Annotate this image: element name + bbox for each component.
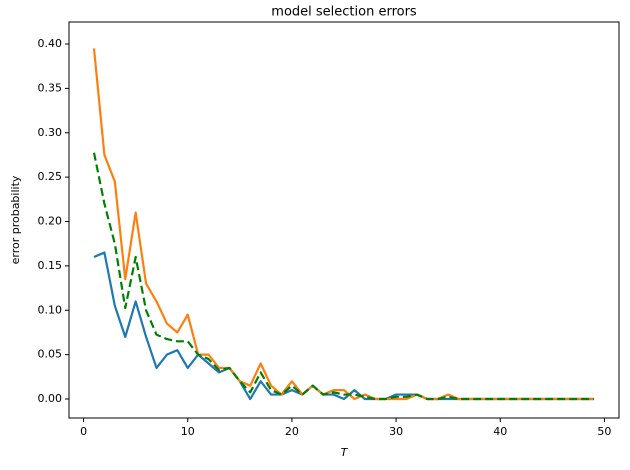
y-tick-label: 0.15 — [38, 259, 63, 272]
y-tick-label: 0.10 — [38, 303, 63, 316]
y-tick-label: 0.25 — [38, 170, 63, 183]
x-tick-label: 50 — [597, 425, 611, 438]
x-tick-label: 0 — [80, 425, 87, 438]
y-tick-label: 0.30 — [38, 126, 63, 139]
y-tick-label: 0.05 — [38, 348, 63, 361]
x-tick-label: 30 — [389, 425, 403, 438]
y-tick-label: 0.00 — [38, 392, 63, 405]
y-tick-label: 0.20 — [38, 215, 63, 228]
x-tick-label: 40 — [493, 425, 507, 438]
x-axis-label: T — [341, 446, 349, 459]
y-axis-label: error probability — [9, 175, 22, 264]
y-tick-label: 0.40 — [38, 37, 63, 50]
line-series — [92, 48, 594, 401]
chart-title: model selection errors — [271, 5, 417, 20]
line-series — [92, 152, 594, 401]
plot-frame — [68, 21, 620, 419]
x-tick-label: 10 — [181, 425, 195, 438]
y-tick-label: 0.35 — [38, 81, 63, 94]
x-tick-label: 20 — [285, 425, 299, 438]
